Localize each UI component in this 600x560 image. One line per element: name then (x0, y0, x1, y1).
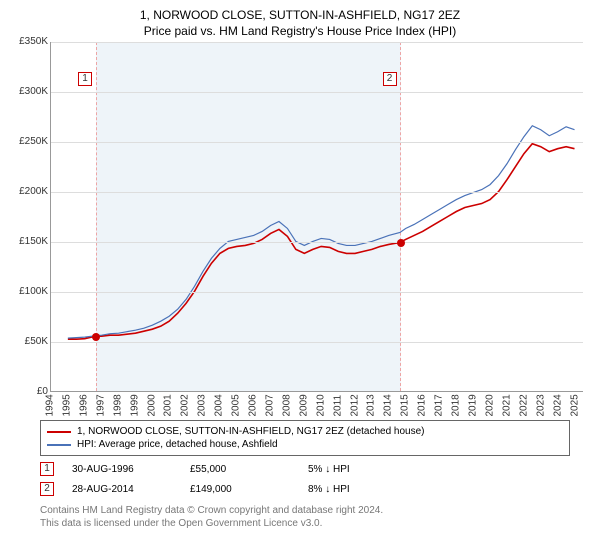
y-axis-label: £300K (8, 86, 48, 97)
x-axis-label: 2022 (518, 403, 529, 417)
sales-rows: 1 30-AUG-1996 £55,000 5% ↓ HPI 2 28-AUG-2014 £… (0, 462, 600, 496)
sale-date: 30-AUG-1996 (72, 464, 172, 475)
y-axis-label: £150K (8, 236, 48, 247)
x-axis-label: 1995 (61, 403, 72, 417)
x-axis-label: 2005 (231, 403, 242, 417)
legend-swatch (47, 431, 71, 433)
x-axis-label: 2009 (298, 403, 309, 417)
x-axis-label: 2017 (434, 403, 445, 417)
x-axis-label: 2010 (315, 403, 326, 417)
sale-index-box: 2 (40, 482, 54, 496)
sale-detail-row: 1 30-AUG-1996 £55,000 5% ↓ HPI (40, 462, 600, 476)
x-axis-label: 2020 (484, 403, 495, 417)
legend-row: 1, NORWOOD CLOSE, SUTTON-IN-ASHFIELD, NG… (47, 425, 563, 438)
gridline-h (51, 242, 583, 243)
footer-line-1: Contains HM Land Registry data © Crown c… (40, 504, 600, 517)
x-axis-label: 2024 (552, 403, 563, 417)
x-axis-label: 2000 (146, 403, 157, 417)
y-axis-label: £200K (8, 186, 48, 197)
x-axis-label: 2012 (349, 403, 360, 417)
x-axis-label: 2006 (248, 403, 259, 417)
sale-date: 28-AUG-2014 (72, 484, 172, 495)
chart-subtitle: Price paid vs. HM Land Registry's House … (0, 22, 600, 42)
x-axis-label: 2001 (163, 403, 174, 417)
sale-price: £55,000 (190, 464, 290, 475)
sale-marker-1: 1 (78, 72, 92, 86)
sale-price: £149,000 (190, 484, 290, 495)
sale-index-box: 1 (40, 462, 54, 476)
x-axis-label: 2016 (417, 403, 428, 417)
legend-row: HPI: Average price, detached house, Ashf… (47, 438, 563, 451)
gridline-h (51, 42, 583, 43)
y-axis-label: £50K (8, 336, 48, 347)
y-axis-label: £350K (8, 36, 48, 47)
sale-pct-vs-hpi: 5% ↓ HPI (308, 464, 408, 475)
legend-label: 1, NORWOOD CLOSE, SUTTON-IN-ASHFIELD, NG… (77, 426, 425, 437)
plot-region: 12 (50, 42, 583, 392)
x-axis-label: 1997 (95, 403, 106, 417)
y-axis-label: £100K (8, 286, 48, 297)
gridline-h (51, 342, 583, 343)
x-axis-label: 2013 (366, 403, 377, 417)
sale-detail-row: 2 28-AUG-2014 £149,000 8% ↓ HPI (40, 482, 600, 496)
sale-marker-2: 2 (383, 72, 397, 86)
y-axis-label: £0 (8, 386, 48, 397)
x-axis-label: 2014 (383, 403, 394, 417)
x-axis-label: 2007 (264, 403, 275, 417)
legend-label: HPI: Average price, detached house, Ashf… (77, 439, 278, 450)
x-axis-label: 2004 (214, 403, 225, 417)
x-axis-label: 1998 (112, 403, 123, 417)
x-axis-label: 2015 (400, 403, 411, 417)
x-axis-label: 1994 (45, 403, 56, 417)
x-axis-label: 1999 (129, 403, 140, 417)
y-axis-label: £250K (8, 136, 48, 147)
sale-pct-vs-hpi: 8% ↓ HPI (308, 484, 408, 495)
x-axis-label: 2008 (281, 403, 292, 417)
x-axis-label: 2011 (332, 403, 343, 417)
x-axis-label: 2018 (451, 403, 462, 417)
gridline-h (51, 92, 583, 93)
chart-title: 1, NORWOOD CLOSE, SUTTON-IN-ASHFIELD, NG… (0, 0, 600, 22)
x-axis-label: 2002 (180, 403, 191, 417)
x-axis-label: 1996 (78, 403, 89, 417)
gridline-h (51, 292, 583, 293)
gridline-h (51, 142, 583, 143)
legend-swatch (47, 444, 71, 446)
x-axis-label: 2021 (501, 403, 512, 417)
x-axis-label: 2003 (197, 403, 208, 417)
sale-dot-2 (397, 239, 405, 247)
gridline-h (51, 192, 583, 193)
footer-attribution: Contains HM Land Registry data © Crown c… (40, 504, 600, 530)
series-hpi (68, 126, 575, 338)
line-series-svg (51, 42, 583, 391)
x-axis-label: 2025 (569, 403, 580, 417)
chart-area: 12 £0£50K£100K£150K£200K£250K£300K£350K1… (8, 42, 592, 414)
sale-dot-1 (92, 333, 100, 341)
x-axis-label: 2019 (468, 403, 479, 417)
legend-box: 1, NORWOOD CLOSE, SUTTON-IN-ASHFIELD, NG… (40, 420, 570, 456)
x-axis-label: 2023 (535, 403, 546, 417)
footer-line-2: This data is licensed under the Open Gov… (40, 517, 600, 530)
